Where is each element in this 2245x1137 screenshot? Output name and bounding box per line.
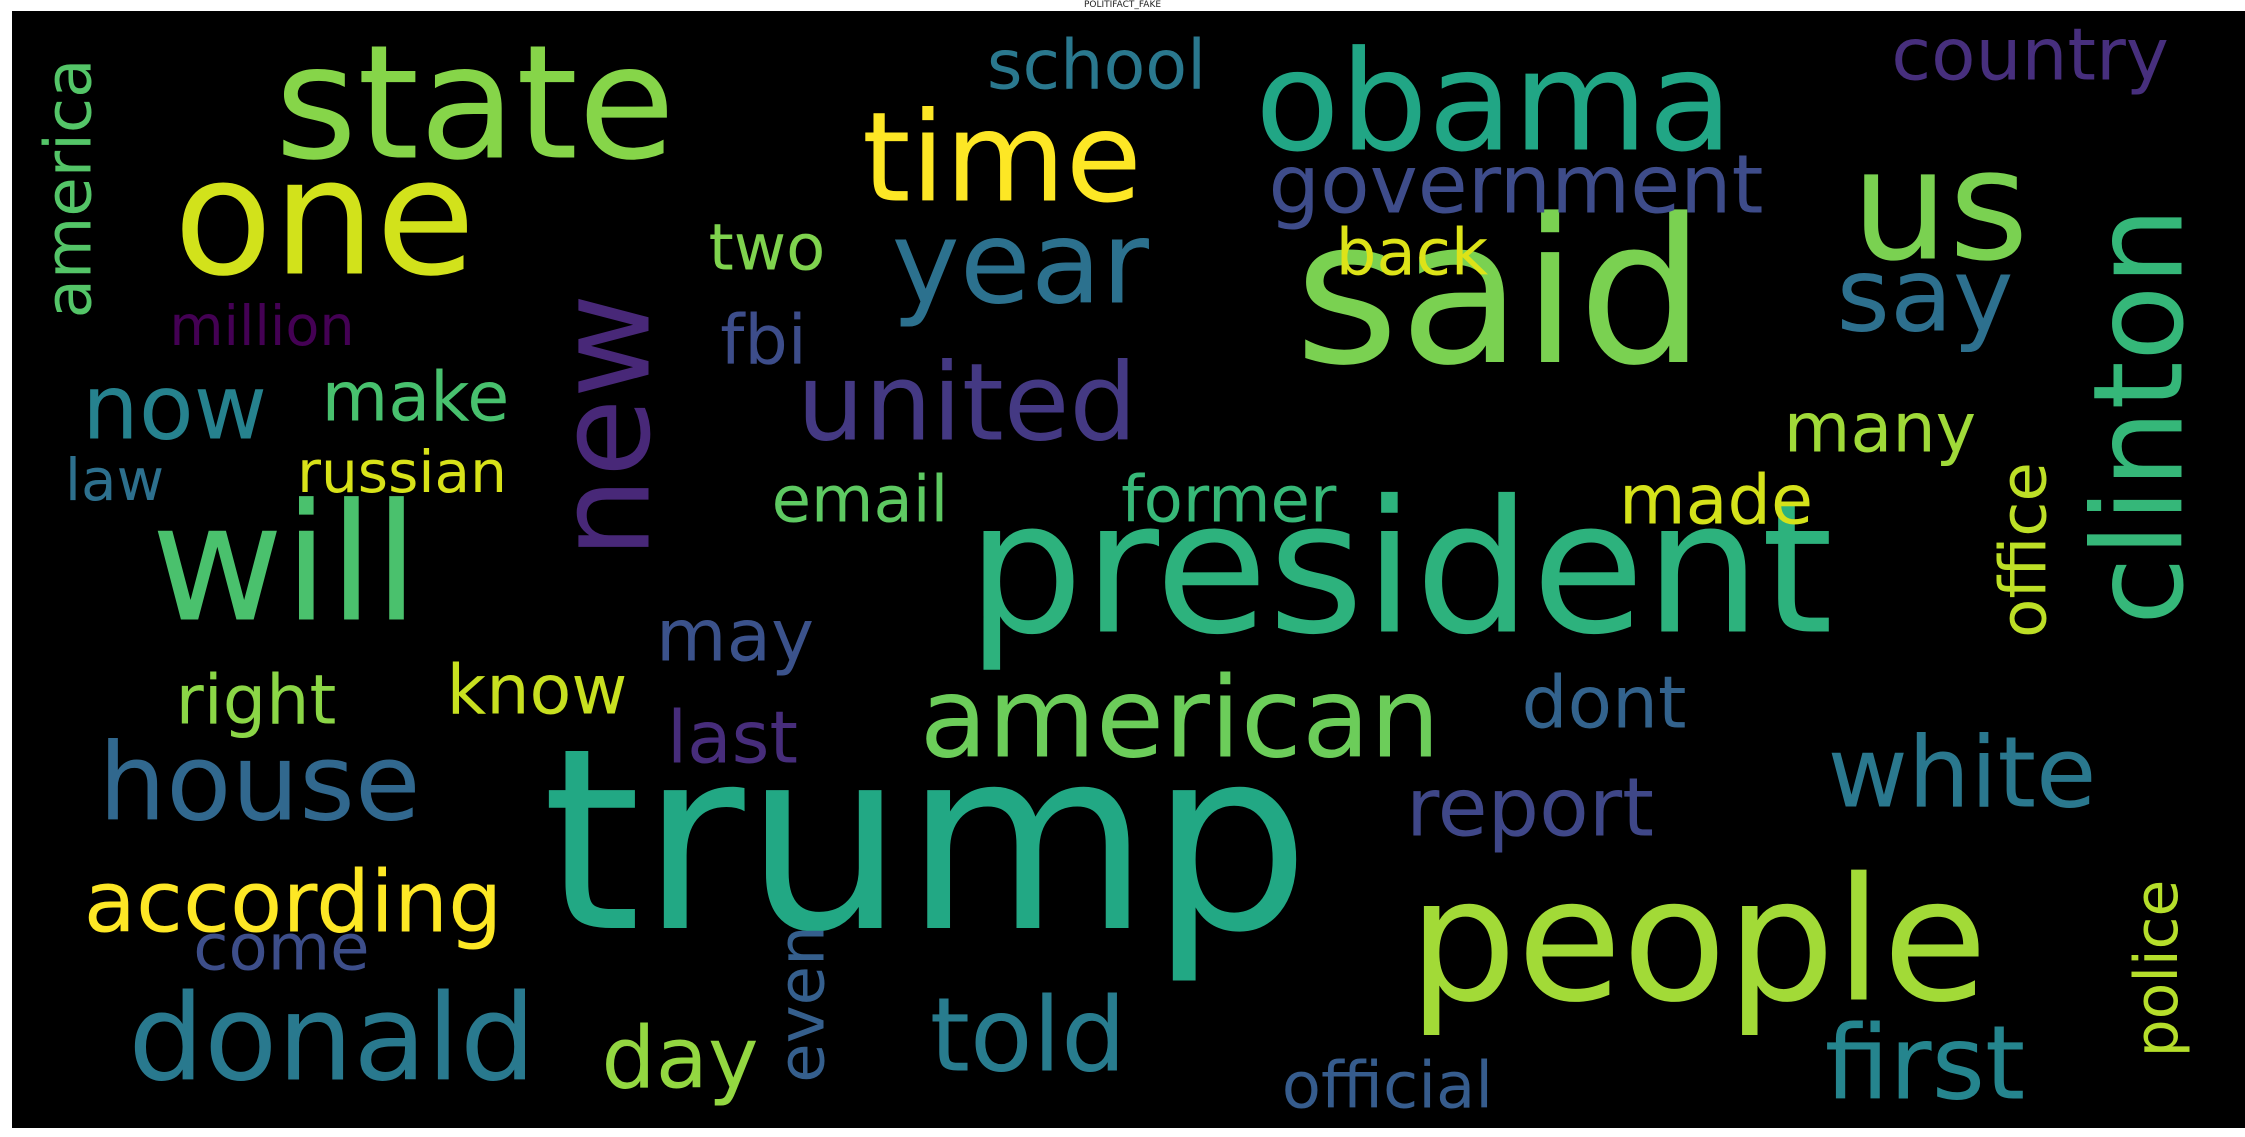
word-told: told xyxy=(930,977,1127,1096)
word-former: former xyxy=(1121,464,1337,538)
figure-title: POLITIFACT_FAKE xyxy=(1083,0,1162,10)
word-may: may xyxy=(656,595,814,679)
word-first: first xyxy=(1825,1005,2025,1124)
word-now: now xyxy=(82,357,267,461)
word-law: law xyxy=(65,446,164,514)
word-united: united xyxy=(797,342,1137,466)
word-country: country xyxy=(1891,14,2169,98)
word-white: white xyxy=(1828,717,2097,831)
word-government: government xyxy=(1269,139,1764,233)
word-right: right xyxy=(176,662,337,741)
word-fbi: fbi xyxy=(720,302,807,381)
word-year: year xyxy=(892,197,1150,331)
word-us: us xyxy=(1851,117,2029,296)
word-day: day xyxy=(601,1010,758,1109)
word-school: school xyxy=(987,27,1206,106)
word-clinton: clinton xyxy=(2068,207,2212,625)
word-obama: obama xyxy=(1255,21,1733,183)
word-president: president xyxy=(967,462,1833,676)
word-report: report xyxy=(1406,762,1654,856)
word-cloud: said trump president new state one will us obama… xyxy=(12,11,2245,1128)
word-even: even xyxy=(766,925,840,1082)
word-said: said xyxy=(1294,177,1705,410)
word-police: police xyxy=(2122,880,2192,1057)
word-make: make xyxy=(322,359,510,438)
word-state: state xyxy=(275,12,675,196)
cloud-background xyxy=(12,11,2245,1128)
word-made: made xyxy=(1619,462,1813,541)
word-according: according xyxy=(84,854,503,953)
word-time: time xyxy=(862,87,1142,231)
word-one: one xyxy=(173,124,475,313)
word-new: new xyxy=(531,294,680,559)
word-say: say xyxy=(1837,237,2014,356)
word-trump: trump xyxy=(542,695,1310,988)
word-will: will xyxy=(151,470,419,659)
word-russian: russian xyxy=(297,438,507,506)
word-house: house xyxy=(99,722,421,846)
word-come: come xyxy=(193,912,369,986)
word-official: official xyxy=(1282,1050,1493,1124)
word-know: know xyxy=(447,652,628,731)
word-many: many xyxy=(1784,390,1976,469)
word-office: office xyxy=(1988,462,2062,638)
word-people: people xyxy=(1408,842,1987,1041)
word-american: american xyxy=(920,655,1441,784)
word-dont: dont xyxy=(1522,662,1687,746)
word-america: america xyxy=(33,59,107,319)
word-two: two xyxy=(709,212,826,286)
word-email: email xyxy=(772,464,949,538)
word-donald: donald xyxy=(128,970,536,1109)
word-million: million xyxy=(169,294,354,359)
word-last: last xyxy=(667,697,798,781)
word-back: back xyxy=(1336,217,1488,291)
